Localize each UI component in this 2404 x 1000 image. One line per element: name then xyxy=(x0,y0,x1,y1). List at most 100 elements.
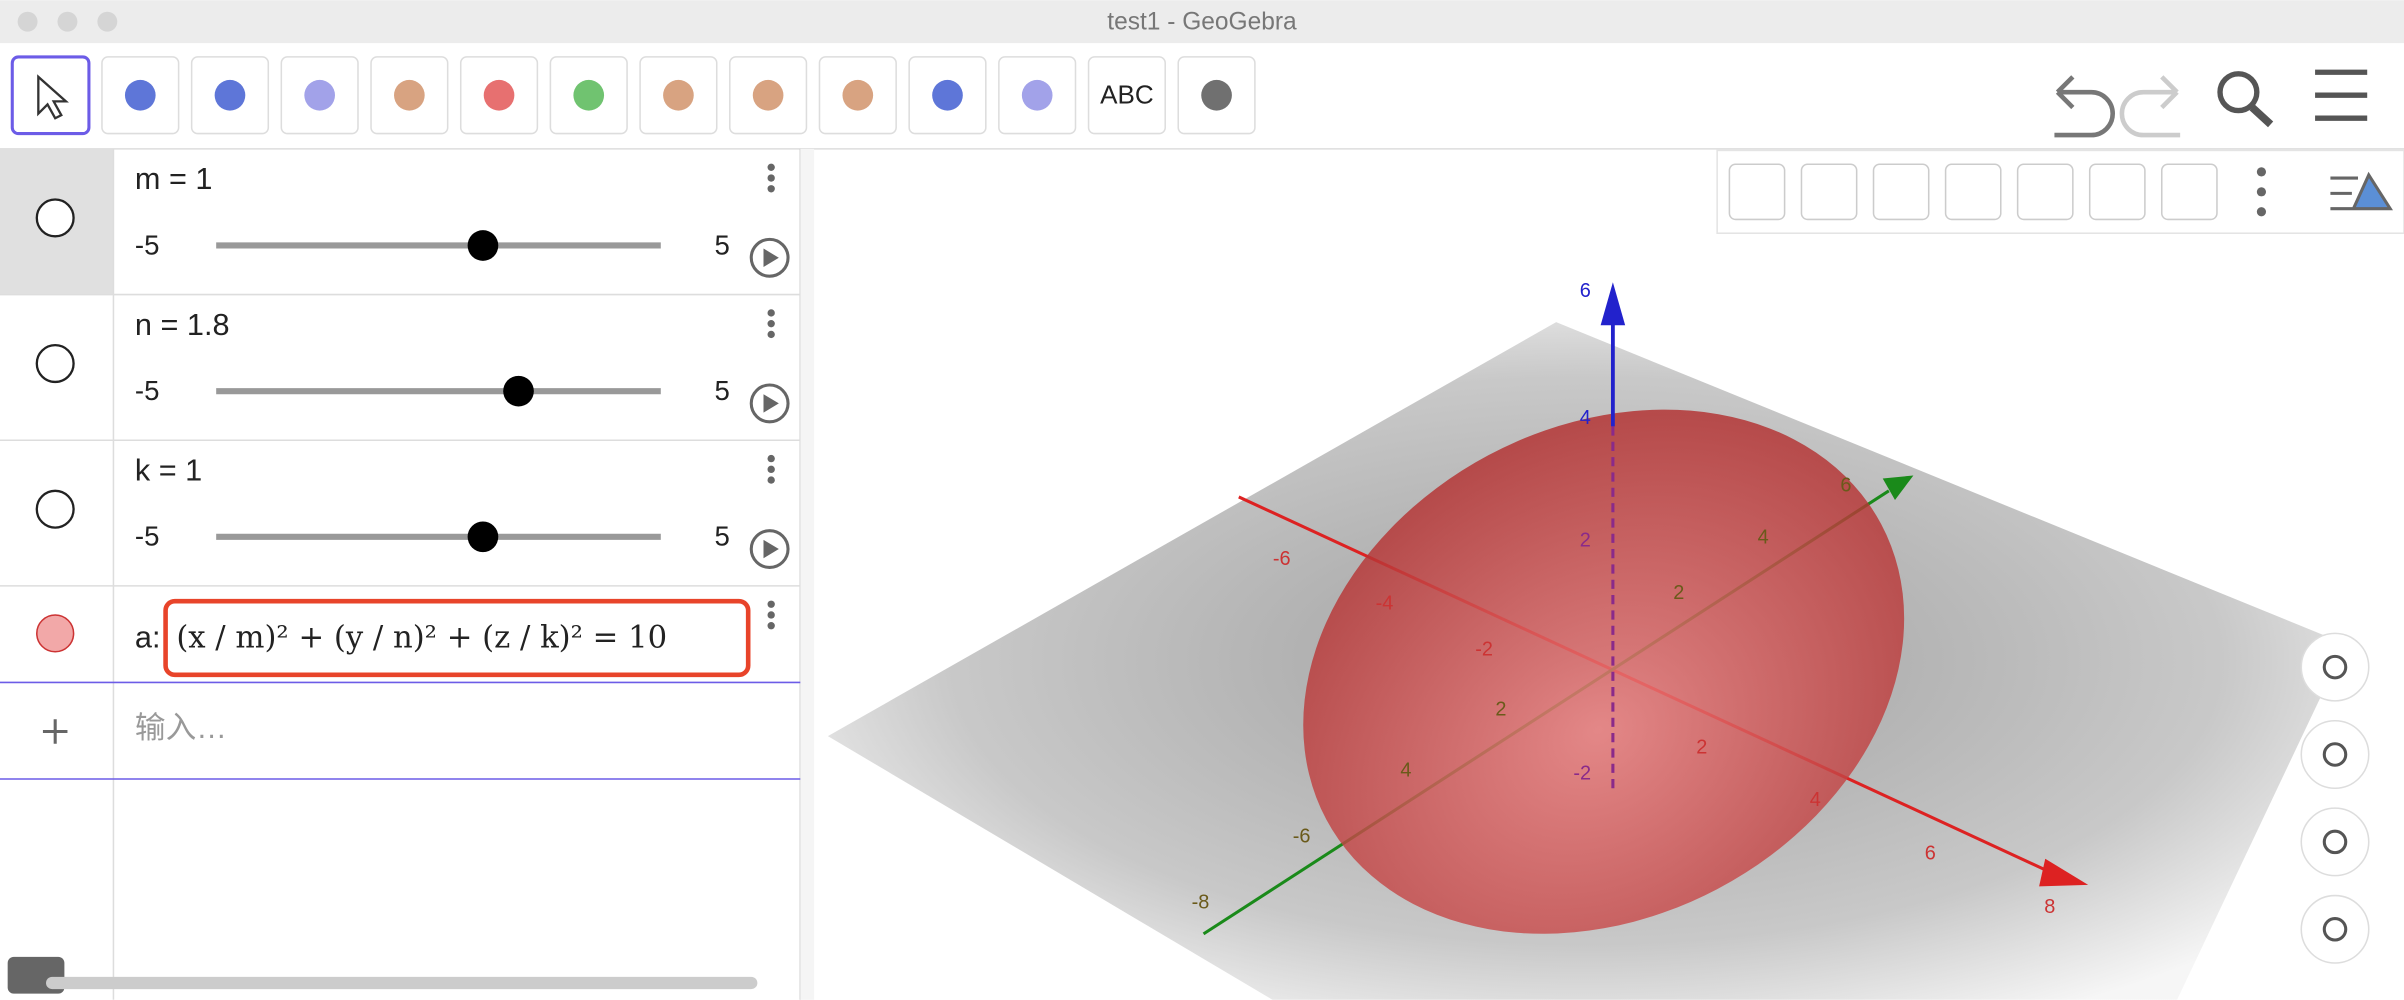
axis-tick-label: 4 xyxy=(1580,407,1591,429)
more-icon[interactable] xyxy=(767,163,775,171)
fullscreen-button[interactable] xyxy=(2300,894,2370,964)
style-button[interactable] xyxy=(1728,163,1786,221)
view-toggle[interactable] xyxy=(2330,171,2393,211)
more-icon xyxy=(767,185,775,193)
axis-tick-label: 2 xyxy=(1673,582,1684,604)
more-icon[interactable] xyxy=(767,600,775,608)
axis-labels: 6 4 2 -2 -6 -4 -2 2 4 6 8 -8 -6 4 2 2 4 6 xyxy=(1192,280,2056,918)
input-bar[interactable]: 输入… xyxy=(135,711,227,745)
search-handle xyxy=(2249,104,2274,128)
style-button[interactable] xyxy=(1800,163,1858,221)
more-icon xyxy=(2256,207,2267,217)
style-button[interactable] xyxy=(1944,163,2002,221)
style-button[interactable] xyxy=(2016,163,2074,221)
tool-button[interactable] xyxy=(1087,56,1166,135)
tool-label: ABC xyxy=(1100,80,1154,110)
style-button[interactable] xyxy=(1872,163,1930,221)
axis-tick-label: -6 xyxy=(1273,548,1291,570)
graphics-view xyxy=(827,282,2346,1000)
more-icon[interactable] xyxy=(767,454,775,463)
more-icon xyxy=(767,465,775,474)
axis-tick-label: 4 xyxy=(1810,789,1821,811)
equation-expression[interactable]: (x / m)² + (y / n)² + (z / k)² = 10 xyxy=(176,621,667,656)
visibility-toggle[interactable] xyxy=(35,198,75,238)
tool-icon xyxy=(752,79,784,111)
tool-icon xyxy=(1201,79,1232,111)
axis-tick-label: 4 xyxy=(1758,527,1769,549)
close-button[interactable] xyxy=(17,11,38,32)
tool-icon xyxy=(842,79,874,111)
axis-tick-label: 2 xyxy=(1696,737,1707,759)
axis-tick-label: 6 xyxy=(1925,842,1936,864)
navigation-buttons xyxy=(2300,632,2370,964)
style-bar-buttons xyxy=(1728,163,2393,221)
tool-icon xyxy=(932,79,963,111)
more-icon xyxy=(767,330,775,339)
more-icon xyxy=(767,476,775,484)
play-icon xyxy=(763,539,779,559)
search-button[interactable] xyxy=(2217,71,2260,114)
window-title: test1 - GeoGebra xyxy=(1107,9,1297,36)
slider-min: -5 xyxy=(135,229,160,260)
y-arrow xyxy=(1882,475,1914,500)
menu-button[interactable] xyxy=(2315,69,2368,121)
tool-icon xyxy=(1021,79,1053,111)
visibility-toggle[interactable] xyxy=(35,344,75,384)
slider-min: -5 xyxy=(135,375,160,406)
slider-max: 5 xyxy=(714,521,729,552)
tool-icon xyxy=(37,74,69,120)
style-button[interactable] xyxy=(2160,163,2218,221)
slider-knob[interactable] xyxy=(467,521,499,553)
tool-icon xyxy=(214,79,246,111)
more-icon xyxy=(767,174,775,182)
axis-tick-label: 6 xyxy=(1580,280,1591,302)
slider-knob[interactable] xyxy=(503,375,534,407)
style-button[interactable] xyxy=(2088,163,2146,221)
tool-icon xyxy=(573,79,605,111)
slider-knob[interactable] xyxy=(467,230,499,261)
home-button[interactable] xyxy=(2300,632,2370,702)
axis-tick-label: 2 xyxy=(1495,698,1506,720)
title-bar xyxy=(0,0,2404,44)
nav-icon xyxy=(2322,917,2348,942)
visibility-toggle[interactable] xyxy=(35,489,75,529)
minimize-button[interactable] xyxy=(57,11,78,32)
tool-icon xyxy=(663,79,694,111)
nav-icon xyxy=(2322,742,2348,767)
tool-icon xyxy=(394,79,425,111)
slider-label: n = 1.8 xyxy=(135,308,230,342)
undo-button[interactable] xyxy=(2054,75,2115,138)
tool-icon xyxy=(124,79,156,111)
scrollbar[interactable] xyxy=(45,976,758,990)
toolbar: ABC xyxy=(10,55,1256,136)
ellipsoid[interactable] xyxy=(1211,308,1996,1000)
more-icon[interactable] xyxy=(2256,167,2267,177)
add-button[interactable] xyxy=(42,719,68,744)
visibility-toggle[interactable] xyxy=(36,614,75,653)
zoom-button[interactable] xyxy=(97,11,118,32)
more-icon[interactable] xyxy=(767,309,775,317)
axis-tick-label: -2 xyxy=(1475,639,1493,661)
splitter[interactable] xyxy=(800,148,815,1000)
highlight-box xyxy=(163,598,751,678)
play-icon xyxy=(763,248,779,267)
redo-button[interactable] xyxy=(2119,75,2181,138)
more-icon xyxy=(2256,187,2267,197)
axis-tick-label: 4 xyxy=(1400,760,1411,782)
axis-tick-label: 2 xyxy=(1580,530,1591,552)
play-icon xyxy=(763,394,779,413)
algebra-view: m = 1 -5 5 n = 1.8 -5 5 k = 1 -5 5 xyxy=(0,162,801,587)
nav-icon xyxy=(2322,829,2348,855)
tool-icon xyxy=(304,79,335,111)
more-icon xyxy=(767,611,775,619)
zoom-out-button[interactable] xyxy=(2300,807,2370,877)
slider-label: m = 1 xyxy=(135,162,213,196)
equation-name: a: xyxy=(135,621,161,655)
slider-label: k = 1 xyxy=(135,453,202,487)
zoom-in-button[interactable] xyxy=(2300,720,2370,790)
axis-tick-label: -4 xyxy=(1376,593,1394,615)
slider-max: 5 xyxy=(714,229,729,260)
more-icon xyxy=(767,320,775,328)
